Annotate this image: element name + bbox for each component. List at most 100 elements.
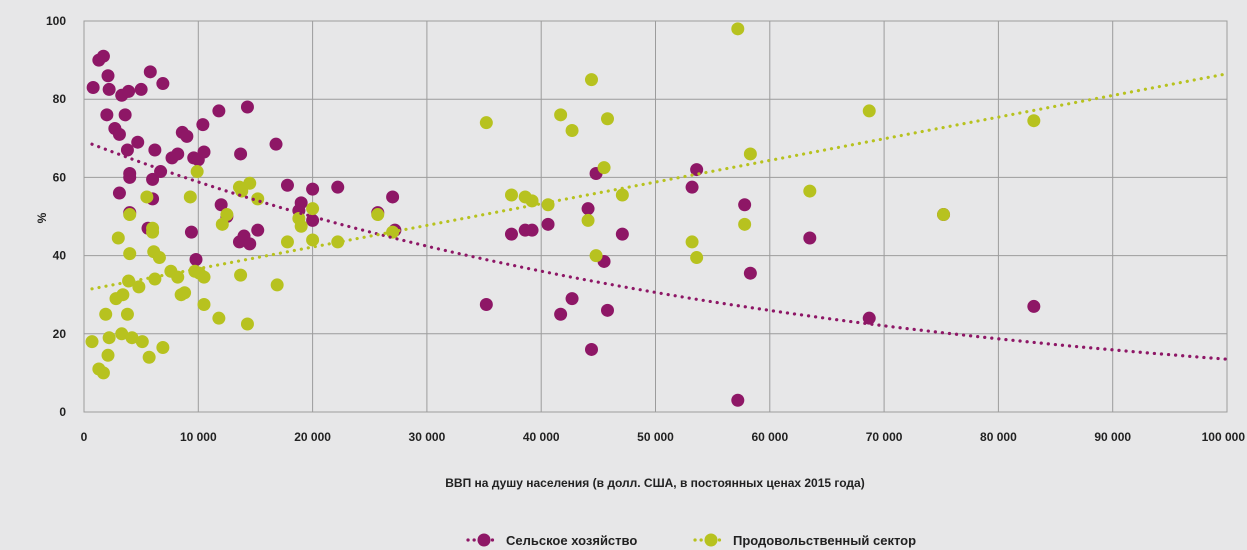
- data-point: [140, 190, 154, 204]
- data-point: [937, 208, 951, 222]
- legend-label: Продовольственный сектор: [733, 533, 916, 548]
- data-point: [197, 145, 211, 159]
- data-point: [597, 161, 611, 175]
- data-point: [862, 311, 876, 325]
- data-point: [371, 208, 385, 222]
- data-point: [294, 196, 308, 210]
- x-tick-label: 20 000: [294, 430, 331, 444]
- data-point: [214, 198, 228, 212]
- data-point: [306, 202, 320, 216]
- data-point: [196, 118, 210, 132]
- data-point: [123, 247, 137, 261]
- data-point: [197, 270, 211, 284]
- data-point: [148, 272, 162, 286]
- data-point: [234, 268, 248, 282]
- data-point: [212, 311, 226, 325]
- data-point: [251, 223, 265, 237]
- series-1: [86, 49, 1041, 407]
- data-point: [123, 170, 137, 184]
- trend-layer: [90, 72, 1229, 361]
- trend-line: [90, 72, 1229, 291]
- data-point: [148, 143, 162, 157]
- data-point: [479, 116, 493, 130]
- x-tick-label: 30 000: [409, 430, 446, 444]
- x-tick-label: 40 000: [523, 430, 560, 444]
- data-point: [132, 280, 146, 294]
- y-tick-label: 20: [53, 327, 67, 341]
- y-axis-ticks: 0 20 40 60 80 100: [46, 14, 66, 419]
- data-point: [541, 217, 555, 231]
- data-point: [685, 180, 699, 194]
- data-point: [525, 223, 539, 237]
- data-point: [116, 288, 130, 302]
- data-point: [112, 127, 126, 141]
- data-point: [243, 237, 257, 251]
- data-point: [803, 184, 817, 198]
- data-point: [738, 217, 752, 231]
- y-tick-label: 60: [53, 170, 67, 184]
- data-point: [143, 65, 157, 79]
- data-point: [331, 180, 345, 194]
- data-point: [183, 190, 197, 204]
- y-tick-label: 40: [53, 249, 67, 263]
- data-point: [101, 69, 115, 83]
- data-point: [152, 251, 166, 265]
- data-point: [479, 297, 493, 311]
- data-point: [220, 208, 234, 222]
- data-point: [215, 217, 229, 231]
- data-point: [101, 348, 115, 362]
- data-point: [99, 307, 113, 321]
- data-point: [234, 147, 248, 161]
- y-tick-label: 80: [53, 92, 67, 106]
- data-point: [525, 194, 539, 208]
- data-point: [270, 278, 284, 292]
- data-point: [102, 331, 116, 345]
- data-point: [615, 188, 629, 202]
- data-point: [589, 249, 603, 263]
- data-point: [331, 235, 345, 249]
- data-point: [146, 172, 160, 186]
- data-point: [156, 77, 170, 91]
- x-axis-label: ВВП на душу населения (в долл. США, в по…: [445, 476, 864, 490]
- data-point: [123, 208, 137, 222]
- data-point: [743, 147, 757, 161]
- data-point: [212, 104, 226, 118]
- data-point: [111, 231, 125, 245]
- data-point: [135, 335, 149, 349]
- data-point: [504, 227, 518, 241]
- data-point: [102, 82, 116, 96]
- grid: [83, 20, 1228, 413]
- data-point: [115, 327, 129, 341]
- data-point: [280, 178, 294, 192]
- data-point: [86, 80, 100, 94]
- data-point: [131, 135, 145, 149]
- data-point: [96, 49, 110, 63]
- series-layer: [85, 22, 1041, 407]
- data-point: [243, 176, 257, 190]
- data-point: [554, 108, 568, 122]
- data-point: [280, 235, 294, 249]
- data-point: [554, 307, 568, 321]
- trend-line: [90, 142, 1229, 361]
- x-tick-label: 0: [81, 430, 88, 444]
- x-tick-label: 60 000: [751, 430, 788, 444]
- data-point: [731, 22, 745, 36]
- data-point: [862, 104, 876, 118]
- data-point: [134, 82, 148, 96]
- data-point: [118, 108, 132, 122]
- data-point: [156, 340, 170, 354]
- y-tick-label: 100: [46, 14, 66, 28]
- data-point: [171, 147, 185, 161]
- data-point: [584, 342, 598, 356]
- data-point: [600, 303, 614, 317]
- y-axis-label: %: [35, 212, 49, 223]
- data-point: [189, 253, 203, 267]
- data-point: [120, 143, 134, 157]
- data-point: [615, 227, 629, 241]
- data-point: [565, 123, 579, 137]
- data-point: [306, 182, 320, 196]
- data-point: [565, 292, 579, 306]
- data-point: [1027, 299, 1041, 313]
- x-tick-label: 10 000: [180, 430, 217, 444]
